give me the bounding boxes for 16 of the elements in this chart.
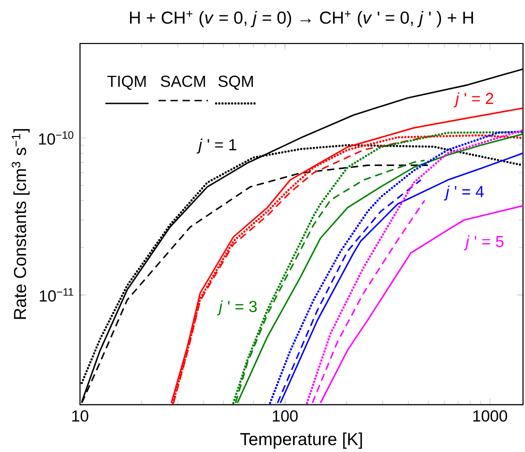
y-tick-label: 10$^{−10}$ [39,131,74,145]
annotation: TIQM [107,76,146,90]
annotation: j ' = 1 [196,138,236,154]
x-tick-label: 1000 [473,410,508,422]
chart-title: H + CH$^{+}$ (v = 0, j = 0) → CH$^{+}$ (v ' = 0, j ' ) + H [130,10,473,28]
y-tick-label: 10$^{−11}$ [40,288,74,302]
annotation: j ' = 2 [454,92,494,108]
annotation: SQM [218,76,253,90]
annotation: SACM [160,76,206,87]
annotation: j ' = 4 [444,186,484,200]
x-tick-label: 10 [72,410,88,422]
x-tick-label: 100 [272,410,298,422]
annotation: j ' = 3 [217,300,257,316]
y-axis-title: Rate Constants [cm$^{3}$ s$^{−1}$] [12,129,30,319]
annotation: j ' = 5 [464,235,504,250]
x-axis-title: Temperature [K] [240,432,362,449]
